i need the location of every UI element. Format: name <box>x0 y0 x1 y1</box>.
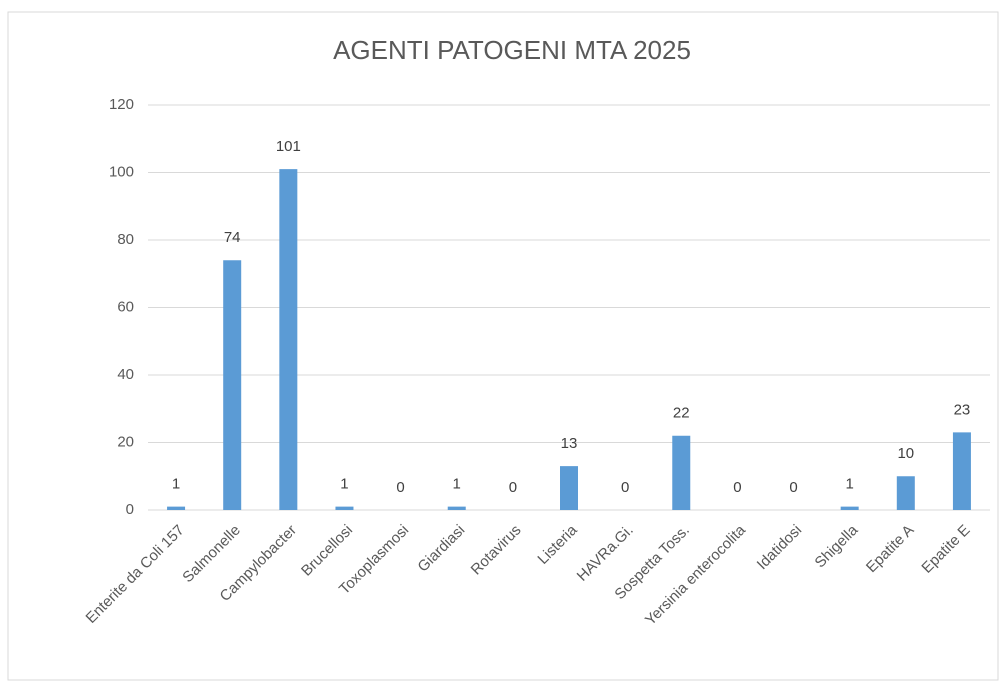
data-label: 101 <box>276 138 301 155</box>
chart-frame <box>7 11 999 681</box>
bar <box>223 260 242 510</box>
y-tick-label: 0 <box>126 501 134 518</box>
data-label: 10 <box>897 445 914 462</box>
data-label: 1 <box>340 476 348 493</box>
chart-title: AGENTI PATOGENI MTA 2025 <box>333 35 691 65</box>
y-tick-label: 20 <box>117 433 134 450</box>
y-tick-label: 60 <box>117 298 134 315</box>
y-tick-label: 40 <box>117 366 134 383</box>
bar <box>279 169 298 510</box>
y-tick-label: 120 <box>109 96 134 113</box>
y-tick-label: 80 <box>117 231 134 248</box>
y-tick-label: 100 <box>109 163 134 180</box>
bar <box>447 506 466 510</box>
bar <box>560 466 578 510</box>
data-label: 13 <box>561 435 578 452</box>
data-label: 1 <box>453 476 461 493</box>
bar <box>672 435 691 510</box>
data-label: 74 <box>224 229 241 246</box>
data-label: 1 <box>845 476 853 493</box>
data-label: 0 <box>733 479 741 496</box>
bar <box>952 432 971 510</box>
data-label: 23 <box>954 401 971 418</box>
bar <box>335 506 354 510</box>
bar <box>167 506 186 510</box>
data-label: 0 <box>621 479 629 496</box>
data-label: 1 <box>172 476 180 493</box>
bar <box>840 506 859 510</box>
data-label: 22 <box>673 405 690 422</box>
data-label: 0 <box>396 479 404 496</box>
data-label: 0 <box>789 479 797 496</box>
data-label: 0 <box>509 479 517 496</box>
bar <box>896 476 915 510</box>
